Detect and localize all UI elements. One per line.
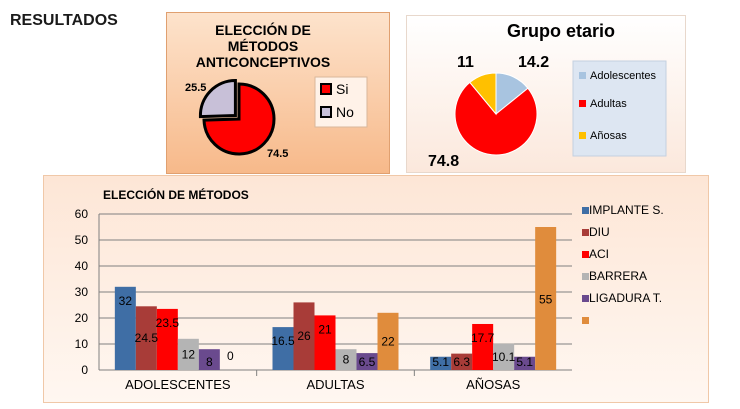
bar xyxy=(430,356,452,370)
pie1-slice-si xyxy=(202,82,276,156)
y-tick-label: 40 xyxy=(75,259,89,273)
bar-data-label: 55 xyxy=(539,293,553,307)
bar-legend-swatch xyxy=(582,273,589,280)
bar-data-label: 6.5 xyxy=(359,355,376,369)
bar xyxy=(535,227,557,370)
pie2-slice-anosas xyxy=(469,72,497,116)
bar-data-label: 10.1 xyxy=(492,350,516,364)
pie1-legend-swatch-no xyxy=(320,106,332,118)
bar-legend-label: DIU xyxy=(589,225,610,239)
pie1-title-line-1: ELECCIÓN DE xyxy=(215,21,311,38)
pie1-slice-no xyxy=(198,79,237,119)
pie2-legend-adultas: Adultas xyxy=(590,98,627,110)
bar-data-label: 5.1 xyxy=(516,355,533,369)
bar-data-label: 17.7 xyxy=(471,331,495,345)
pie1-title-line-3: ANTICONCEPTIVOS xyxy=(196,54,331,70)
bar-legend-swatch xyxy=(582,229,589,236)
bar xyxy=(356,353,378,370)
bar-legend-swatch xyxy=(582,251,589,258)
bar xyxy=(293,302,315,370)
page-heading: RESULTADOS xyxy=(10,12,118,29)
pie1-title-line-2: MÉTODOS xyxy=(228,38,299,54)
y-tick-label: 60 xyxy=(75,207,89,221)
bar-legend-swatch xyxy=(582,207,589,214)
y-tick-label: 30 xyxy=(75,285,89,299)
pie1-label-si: 74.5 xyxy=(267,148,288,160)
bar-legend-swatch xyxy=(582,295,589,302)
bar-legend-label: BARRERA xyxy=(589,269,647,283)
bar-data-label: 26 xyxy=(297,329,311,343)
bar xyxy=(493,343,515,370)
x-category-label: AÑOSAS xyxy=(466,377,521,392)
y-tick-label: 10 xyxy=(75,337,89,351)
contraceptive-choice-panel: ELECCIÓN DE MÉTODOS ANTICONCEPTIVOS 25.5… xyxy=(166,12,390,174)
pie2-legend-anosas: Añosas xyxy=(590,130,627,142)
pie1-label-no: 25.5 xyxy=(185,82,206,94)
bar-legend-swatch xyxy=(582,317,589,324)
bar-chart-title: ELECCIÓN DE MÉTODOS xyxy=(103,187,249,202)
bar-data-label: 21 xyxy=(318,322,332,336)
bar-data-label: 0 xyxy=(227,349,234,363)
contraceptive-choice-pie-chart: ELECCIÓN DE MÉTODOS ANTICONCEPTIVOS 25.5… xyxy=(185,21,368,160)
pie2-legend-swatch-adolescentes xyxy=(579,72,586,79)
pie2-label-adolescentes: 14.2 xyxy=(518,54,549,71)
methods-bar-chart: ELECCIÓN DE MÉTODOS 0 10 20 30 40 50 60 ADOLES… xyxy=(75,187,664,392)
methods-bar-chart-panel: ELECCIÓN DE MÉTODOS 0 10 20 30 40 50 60 ADOLES… xyxy=(43,175,709,403)
bar xyxy=(198,349,220,370)
pie2-label-anosas: 11 xyxy=(457,54,474,71)
bar xyxy=(377,312,399,370)
bar-data-label: 6.3 xyxy=(453,355,470,369)
bar-data-label: 23.5 xyxy=(156,316,180,330)
bar xyxy=(472,323,494,370)
bar xyxy=(314,315,336,370)
bar xyxy=(135,306,157,370)
bar xyxy=(335,349,357,370)
pie2-legend-swatch-anosas xyxy=(579,132,586,139)
bar xyxy=(272,327,294,370)
bar-data-label: 8 xyxy=(343,353,350,367)
y-tick-label: 50 xyxy=(75,233,89,247)
pie2-legend-swatch-adultas xyxy=(579,100,586,107)
bar-legend-label: ACI xyxy=(589,247,609,261)
bar-data-label: 22 xyxy=(381,334,395,348)
age-group-pie-chart: Grupo etario 11 14.2 74.8 Adolescentes A… xyxy=(428,21,667,170)
pie2-label-adultas: 74.8 xyxy=(428,153,459,170)
pie1-legend-no: No xyxy=(336,104,354,120)
pie1-legend-si: Si xyxy=(336,81,348,97)
pie2-legend-adolescentes: Adolescentes xyxy=(590,70,657,82)
bar-data-label: 24.5 xyxy=(135,331,159,345)
pie2-title: Grupo etario xyxy=(507,21,615,41)
bar xyxy=(114,286,136,370)
bar xyxy=(177,338,199,370)
y-tick-label: 0 xyxy=(81,363,88,377)
bar xyxy=(514,356,536,370)
x-category-label: ADOLESCENTES xyxy=(125,377,231,392)
bar-data-label: 32 xyxy=(119,294,133,308)
bar-data-label: 12 xyxy=(182,347,196,361)
bar-data-label: 16.5 xyxy=(271,334,295,348)
y-tick-label: 20 xyxy=(75,311,89,325)
pie2-legend-box xyxy=(572,60,667,157)
bar-data-label: 8 xyxy=(206,355,213,369)
x-category-label: ADULTAS xyxy=(306,377,364,392)
age-group-panel: Grupo etario 11 14.2 74.8 Adolescentes A… xyxy=(406,15,686,173)
pie1-legend-swatch-si xyxy=(320,83,332,95)
bar xyxy=(156,308,178,370)
bar xyxy=(451,353,473,370)
pie2-slice-adultas xyxy=(454,81,538,156)
bar-legend-label: LIGADURA T. xyxy=(589,291,662,305)
bar-legend-label: IMPLANTE S. xyxy=(589,203,664,217)
bar-data-label: 5.1 xyxy=(432,355,449,369)
